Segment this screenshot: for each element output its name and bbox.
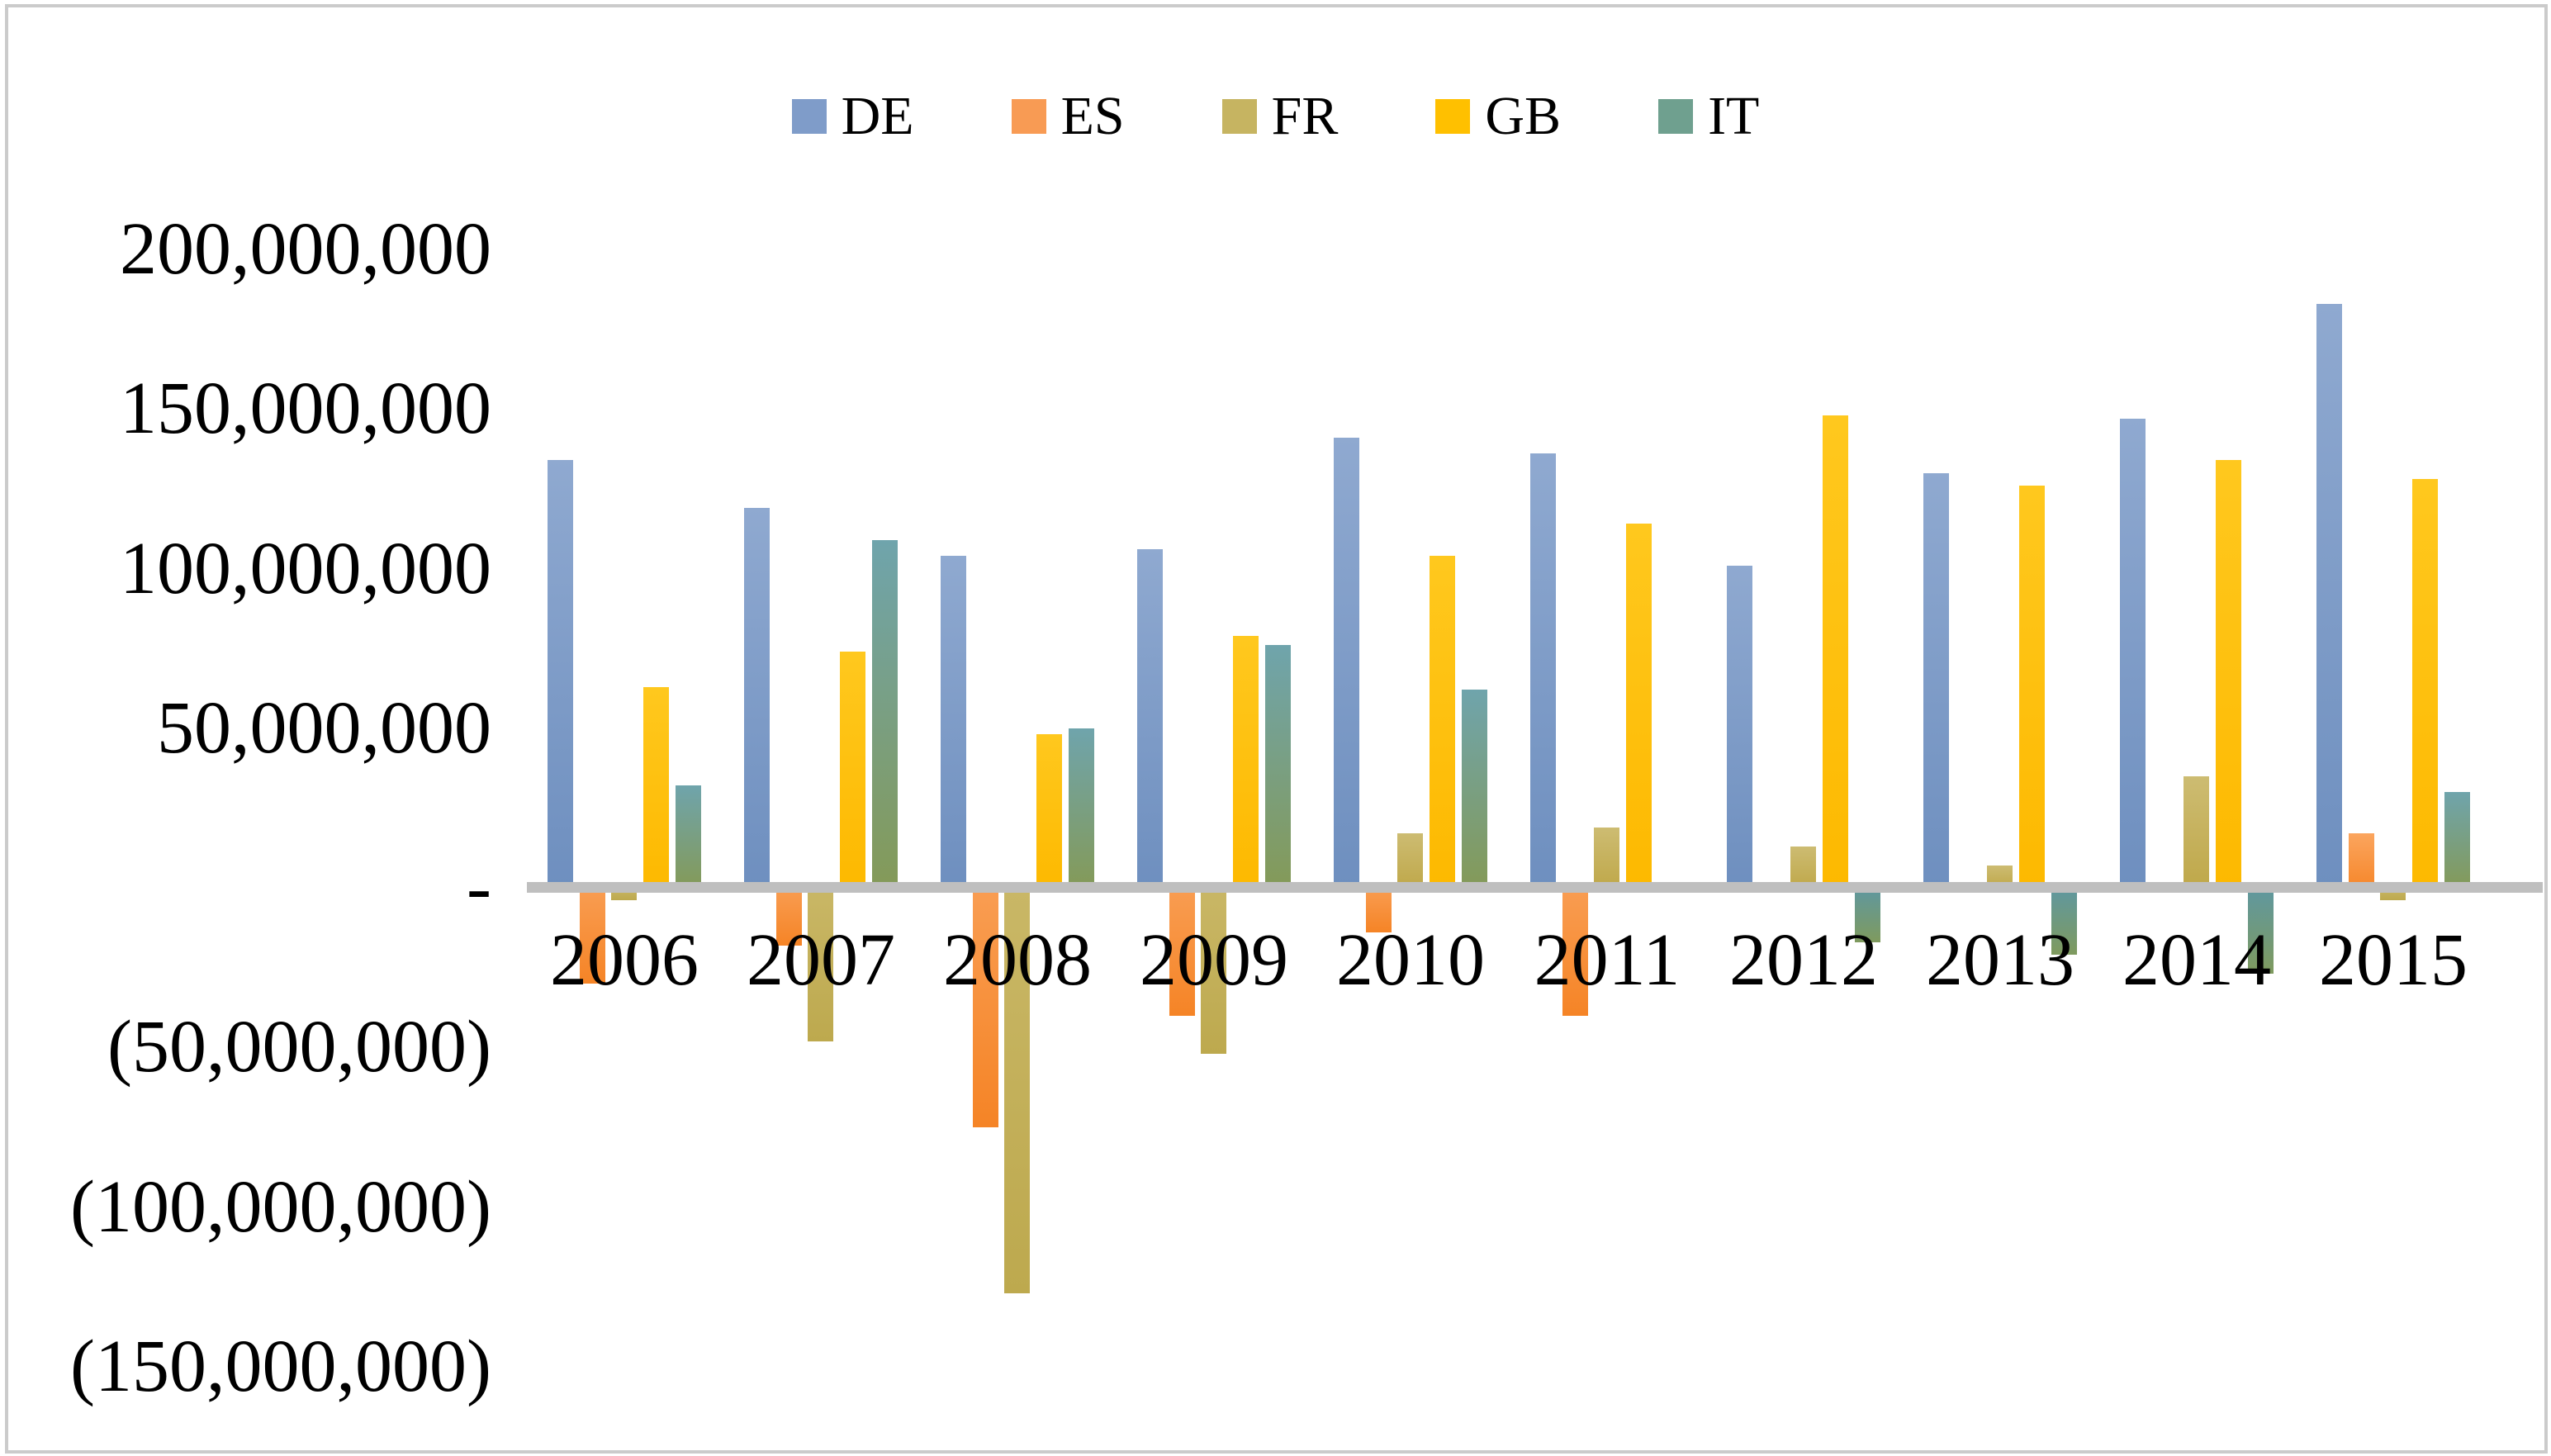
bar-IT-2015 bbox=[2444, 792, 2470, 888]
y-tick-(50,000,000): (50,000,000) bbox=[107, 1006, 491, 1088]
y-tick--: - bbox=[467, 847, 491, 928]
legend: DE ES FR GB IT bbox=[0, 89, 2551, 144]
bar-ES-2008 bbox=[973, 888, 998, 1127]
legend-swatch-FR bbox=[1221, 99, 1257, 134]
y-tick-50,000,000: 50,000,000 bbox=[157, 687, 491, 769]
bar-ES-2015 bbox=[2349, 833, 2374, 888]
x-tick-2012: 2012 bbox=[1729, 919, 1878, 1001]
x-tick-2014: 2014 bbox=[2122, 919, 2271, 1001]
y-tick-200,000,000: 200,000,000 bbox=[120, 208, 491, 290]
bar-FR-2007 bbox=[808, 888, 833, 1041]
bar-IT-2009 bbox=[1265, 645, 1291, 888]
bar-IT-2007 bbox=[872, 540, 898, 888]
x-tick-2011: 2011 bbox=[1534, 919, 1681, 1001]
bar-IT-2012 bbox=[1855, 888, 1880, 942]
bar-IT-2010 bbox=[1462, 690, 1487, 888]
y-tick-100,000,000: 100,000,000 bbox=[120, 528, 491, 609]
bar-IT-2013 bbox=[2051, 888, 2077, 955]
bar-DE-2010 bbox=[1334, 438, 1359, 888]
bar-DE-2008 bbox=[941, 556, 966, 888]
x-tick-2010: 2010 bbox=[1336, 919, 1485, 1001]
bar-DE-2009 bbox=[1137, 549, 1163, 888]
x-tick-2013: 2013 bbox=[1926, 919, 2074, 1001]
legend-swatch-GB bbox=[1435, 99, 1471, 134]
bar-DE-2012 bbox=[1727, 566, 1752, 888]
legend-item-DE: DE bbox=[791, 86, 914, 146]
bar-DE-2007 bbox=[744, 508, 770, 888]
x-tick-2009: 2009 bbox=[1140, 919, 1288, 1001]
bar-GB-2015 bbox=[2412, 479, 2438, 888]
bar-ES-2007 bbox=[776, 888, 802, 946]
x-tick-2008: 2008 bbox=[943, 919, 1092, 1001]
bar-FR-2012 bbox=[1790, 847, 1816, 888]
bar-GB-2009 bbox=[1233, 636, 1259, 888]
bar-GB-2012 bbox=[1823, 415, 1848, 888]
x-tick-2015: 2015 bbox=[2319, 919, 2468, 1001]
bar-DE-2014 bbox=[2120, 419, 2146, 888]
legend-label-GB: GB bbox=[1485, 86, 1562, 146]
bar-ES-2010 bbox=[1366, 888, 1392, 932]
bar-GB-2010 bbox=[1430, 556, 1455, 888]
bar-GB-2008 bbox=[1036, 734, 1062, 888]
legend-item-FR: FR bbox=[1221, 86, 1339, 146]
bar-GB-2007 bbox=[840, 652, 865, 888]
bar-FR-2011 bbox=[1594, 828, 1619, 888]
bar-DE-2011 bbox=[1530, 453, 1556, 888]
legend-item-ES: ES bbox=[1011, 86, 1125, 146]
bar-DE-2015 bbox=[2316, 304, 2342, 888]
bar-GB-2014 bbox=[2216, 460, 2241, 888]
bar-DE-2013 bbox=[1923, 473, 1949, 888]
bar-FR-2009 bbox=[1201, 888, 1226, 1054]
y-tick-(100,000,000): (100,000,000) bbox=[70, 1166, 491, 1248]
x-axis-line bbox=[527, 882, 2543, 893]
bar-ES-2009 bbox=[1169, 888, 1195, 1016]
legend-label-FR: FR bbox=[1271, 86, 1339, 146]
y-tick-(150,000,000): (150,000,000) bbox=[70, 1326, 491, 1407]
legend-swatch-IT bbox=[1658, 99, 1694, 134]
bar-ES-2011 bbox=[1562, 888, 1588, 1016]
legend-label-DE: DE bbox=[841, 86, 914, 146]
bar-ES-2006 bbox=[580, 888, 605, 984]
legend-swatch-DE bbox=[791, 99, 827, 134]
bar-IT-2014 bbox=[2248, 888, 2274, 974]
bar-IT-2008 bbox=[1069, 728, 1094, 888]
bar-GB-2011 bbox=[1626, 524, 1652, 888]
legend-item-IT: IT bbox=[1658, 89, 1759, 144]
legend-item-GB: GB bbox=[1435, 89, 1561, 144]
bar-FR-2014 bbox=[2184, 776, 2209, 888]
legend-label-IT: IT bbox=[1708, 86, 1760, 146]
bar-FR-2008 bbox=[1004, 888, 1030, 1293]
bar-IT-2006 bbox=[676, 785, 701, 888]
x-tick-2007: 2007 bbox=[747, 919, 895, 1001]
legend-swatch-ES bbox=[1011, 99, 1046, 134]
bar-FR-2010 bbox=[1397, 833, 1423, 888]
legend-label-ES: ES bbox=[1060, 86, 1125, 146]
y-tick-150,000,000: 150,000,000 bbox=[120, 368, 491, 449]
bar-GB-2013 bbox=[2019, 486, 2045, 888]
bar-DE-2006 bbox=[548, 460, 573, 888]
bar-GB-2006 bbox=[643, 687, 669, 888]
x-tick-2006: 2006 bbox=[550, 919, 699, 1001]
